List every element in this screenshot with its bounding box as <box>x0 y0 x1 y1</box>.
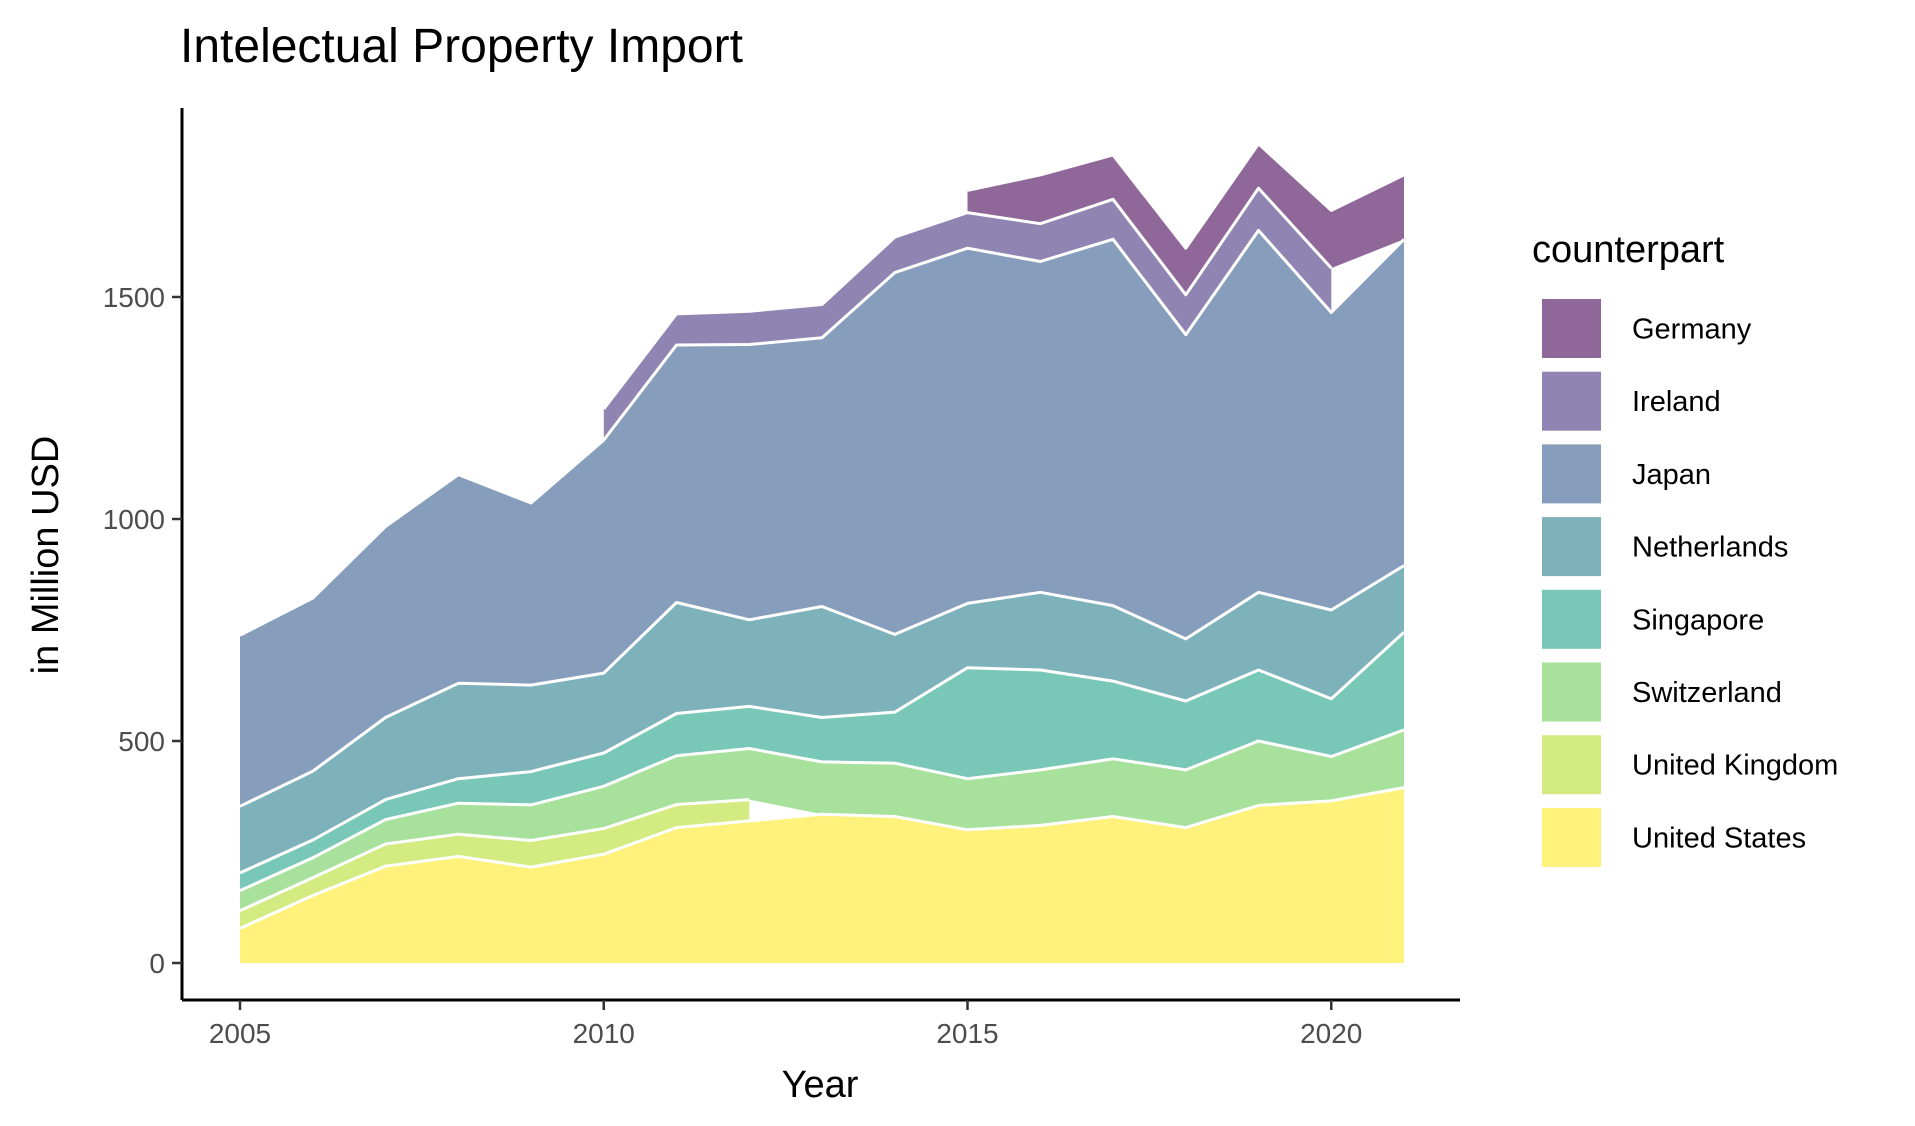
legend-key-switzerland <box>1540 660 1603 724</box>
legend-label-ireland: Ireland <box>1632 386 1721 418</box>
legend-label-united-kingdom: United Kingdom <box>1632 750 1838 782</box>
legend-key-united-states <box>1540 805 1603 869</box>
plot-areas <box>239 142 1406 963</box>
legend: counterpart Germany Ireland Japan Netherlan… <box>1532 229 1838 869</box>
series-line-japan <box>239 228 1406 637</box>
legend-label-japan: Japan <box>1632 459 1711 491</box>
area-united-kingdom <box>240 799 750 929</box>
legend-key-singapore <box>1540 587 1603 651</box>
legend-key-netherlands <box>1540 515 1603 579</box>
area-germany <box>967 143 1404 295</box>
area-japan <box>240 230 1404 807</box>
area-ireland <box>603 188 1332 440</box>
legend-label-singapore: Singapore <box>1632 604 1764 636</box>
axes: 0 500 1000 1500 2005 2010 2015 2020 <box>103 108 1460 1049</box>
series-line-germany <box>967 142 1405 250</box>
y-tick-label: 1500 <box>103 282 165 313</box>
legend-title: counterpart <box>1532 229 1725 271</box>
legend-label-united-states: United States <box>1632 822 1806 854</box>
x-tick-label: 2005 <box>209 1018 271 1049</box>
legend-key-united-kingdom <box>1540 733 1603 797</box>
y-tick-label: 1000 <box>103 504 165 535</box>
y-axis-title: in Million USD <box>25 436 67 675</box>
series-line-netherlands <box>239 564 1405 808</box>
area-united-states <box>240 787 1404 963</box>
series-line-united-states <box>239 786 1405 930</box>
area-switzerland <box>240 729 1404 911</box>
area-netherlands <box>240 565 1404 873</box>
legend-key-germany <box>1540 297 1603 360</box>
x-tick-label: 2020 <box>1300 1018 1362 1049</box>
x-tick-label: 2010 <box>573 1018 635 1049</box>
series-line-ireland <box>602 186 1333 410</box>
series-line-united-kingdom <box>239 798 750 912</box>
legend-label-switzerland: Switzerland <box>1632 677 1782 709</box>
series-line-singapore <box>239 631 1406 875</box>
legend-label-germany: Germany <box>1632 314 1752 346</box>
series-line-switzerland <box>239 728 1405 892</box>
x-axis-title: Year <box>782 1064 859 1106</box>
x-tick-label: 2015 <box>936 1018 998 1049</box>
chart-title: Intelectual Property Import <box>180 20 743 73</box>
legend-label-netherlands: Netherlands <box>1632 532 1788 564</box>
legend-key-japan <box>1540 442 1603 506</box>
y-tick-label: 500 <box>118 726 165 757</box>
legend-key-ireland <box>1540 369 1603 433</box>
y-tick-label: 0 <box>149 948 165 979</box>
